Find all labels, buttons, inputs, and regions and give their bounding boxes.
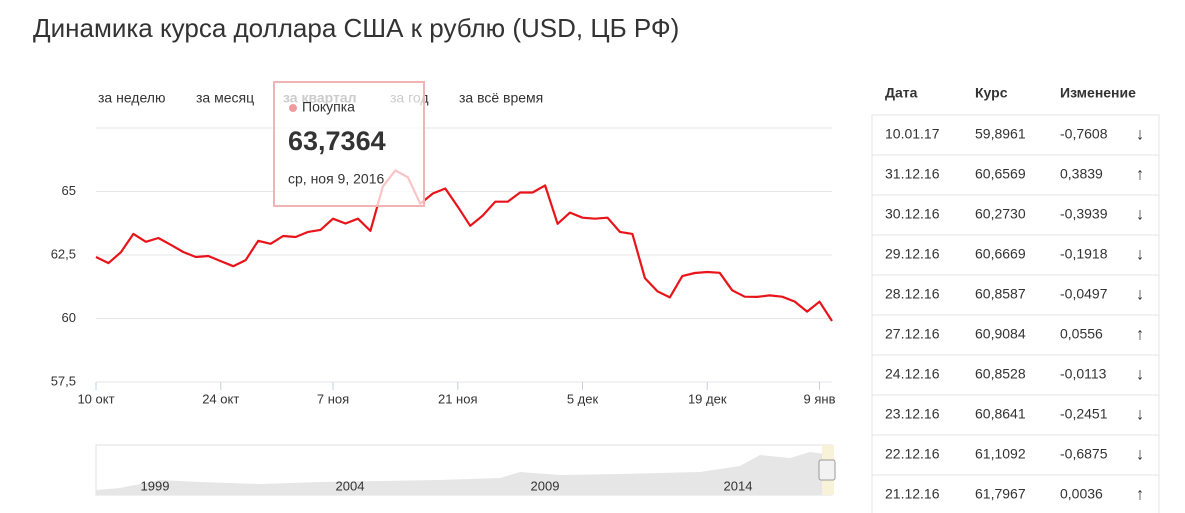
table-cell: 24.12.16 — [885, 366, 940, 382]
change-arrow: ↓ — [1136, 244, 1145, 263]
table-cell: 21.12.16 — [885, 486, 940, 502]
x-tick-label: 9 янв — [804, 391, 836, 406]
change-arrow: ↓ — [1136, 204, 1145, 223]
navigator — [95, 444, 836, 496]
tooltip-marker — [289, 104, 297, 112]
change-arrow: ↑ — [1136, 324, 1145, 343]
table-cell: -0,0113 — [1060, 366, 1107, 382]
tooltip-series: Покупка — [302, 99, 355, 115]
table-cell: -0,6875 — [1060, 446, 1108, 462]
table-cell: 60,2730 — [975, 206, 1026, 222]
table-cell: 30.12.16 — [885, 206, 940, 222]
grid: 57,5 60 62,5 65 10 окт 24 окт 7 ноя 21 ноя 5 дек… — [51, 183, 836, 407]
table-row — [871, 474, 1160, 513]
table-cell: -0,0497 — [1060, 286, 1108, 302]
table-row — [871, 234, 1160, 276]
table-row — [871, 354, 1160, 396]
y-tick-label: 65 — [62, 183, 76, 198]
table-cell: 60,8528 — [975, 366, 1026, 382]
change-arrow: ↑ — [1136, 484, 1145, 503]
tooltip-box — [273, 81, 425, 207]
change-arrow: ↑ — [1136, 164, 1145, 183]
range-tab[interactable]: за всё время — [459, 90, 543, 106]
table-cell: 29.12.16 — [885, 246, 940, 262]
table-cell: 23.12.16 — [885, 406, 940, 422]
change-arrow: ↓ — [1136, 404, 1145, 423]
table-row — [871, 274, 1160, 316]
navigator-handle[interactable] — [818, 459, 836, 481]
table-header: Дата — [885, 85, 918, 101]
y-tick-label: 62,5 — [51, 246, 76, 261]
table-cell: 61,1092 — [975, 446, 1026, 462]
table-header: Курс — [975, 85, 1008, 101]
table-cell: 60,8587 — [975, 286, 1026, 302]
table-cell: 0,0036 — [1060, 486, 1103, 502]
table-cell: 60,6569 — [975, 166, 1026, 182]
tooltip-value: 63,7364 — [288, 126, 386, 156]
table-cell: 27.12.16 — [885, 326, 940, 342]
table-cell: 31.12.16 — [885, 166, 940, 182]
x-tick-label: 7 ноя — [317, 391, 349, 406]
change-arrow: ↓ — [1136, 284, 1145, 303]
rates-table: Дата Курс Изменение 10.01.17 59,8961 -0,7608 ↓… — [871, 85, 1160, 513]
table-cell: 0,0556 — [1060, 326, 1103, 342]
table-cell: 0,3839 — [1060, 166, 1103, 182]
line-series — [95, 169, 833, 322]
table-cell: 60,6669 — [975, 246, 1026, 262]
table-row — [871, 194, 1160, 236]
navigator-labels: 1999 2004 2009 2014 — [141, 478, 753, 493]
x-tick-label: 19 дек — [688, 391, 727, 406]
table-cell: 22.12.16 — [885, 446, 940, 462]
table-cell: 60,9084 — [975, 326, 1026, 342]
table-row — [871, 314, 1160, 356]
table-row — [871, 394, 1160, 436]
y-tick-label: 60 — [62, 310, 76, 325]
navigator-area — [96, 452, 832, 495]
table-cell: -0,1918 — [1060, 246, 1108, 262]
table-row — [871, 114, 1160, 156]
page-title: Динамика курса доллара США к рублю (USD,… — [33, 13, 679, 43]
tooltip-date: ср, ноя 9, 2016 — [288, 171, 384, 187]
navigator-label: 2014 — [724, 478, 753, 493]
range-tab[interactable]: за месяц — [196, 90, 254, 106]
change-arrow: ↓ — [1136, 124, 1145, 143]
plot — [95, 169, 833, 322]
table-cell: 60,8641 — [975, 406, 1026, 422]
table-row — [871, 434, 1160, 476]
x-tick-label: 10 окт — [77, 391, 114, 406]
range-tab[interactable]: за неделю — [98, 90, 165, 106]
change-arrow: ↓ — [1136, 444, 1145, 463]
x-tick-label: 21 ноя — [438, 391, 478, 406]
x-tick-label: 24 окт — [202, 391, 239, 406]
y-tick-label: 57,5 — [51, 373, 76, 388]
change-arrow: ↓ — [1136, 364, 1145, 383]
table-cell: 61,7967 — [975, 486, 1026, 502]
navigator-label: 2004 — [336, 478, 365, 493]
table-cell: -0,3939 — [1060, 206, 1108, 222]
table-cell: 28.12.16 — [885, 286, 940, 302]
x-tick-label: 5 дек — [567, 391, 599, 406]
table-header: Изменение — [1060, 85, 1136, 101]
table-cell: -0,7608 — [1060, 126, 1108, 142]
navigator-label: 1999 — [141, 478, 170, 493]
table-cell: 59,8961 — [975, 126, 1026, 142]
table-cell: 10.01.17 — [885, 126, 940, 142]
tooltip: Покупка 63,7364 ср, ноя 9, 2016 — [273, 81, 425, 207]
table-cell: -0,2451 — [1060, 406, 1108, 422]
navigator-label: 2009 — [531, 478, 560, 493]
